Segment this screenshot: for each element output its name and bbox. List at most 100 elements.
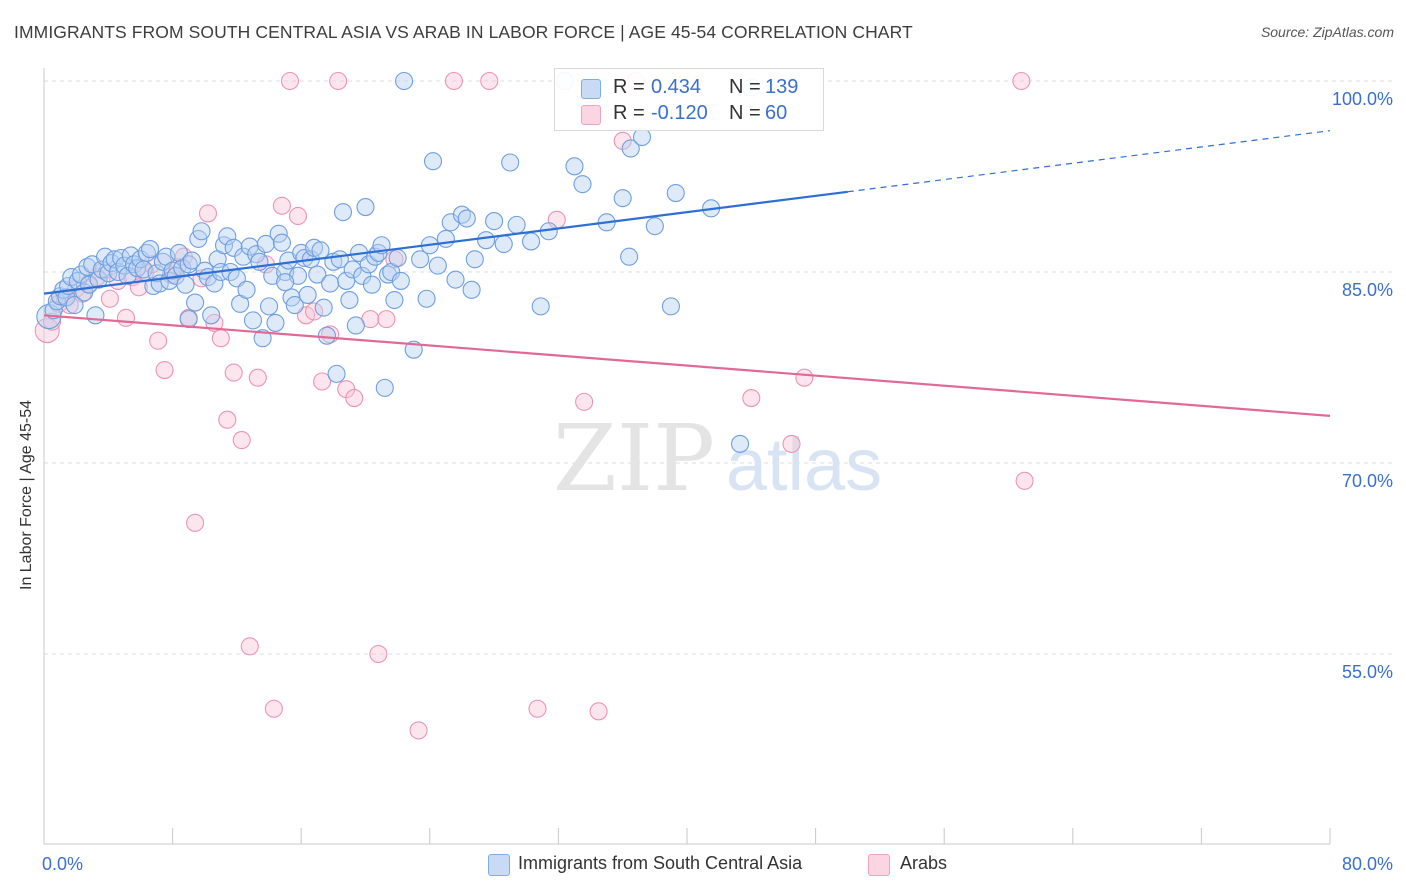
trend-line-immigrants (43, 190, 848, 295)
legend-n-label: N = (729, 102, 761, 124)
trend-line-immigrants-extension (847, 130, 1331, 193)
data-point (632, 127, 652, 147)
data-point (457, 209, 476, 228)
watermark-atlas: atlas (726, 423, 882, 506)
data-point (272, 233, 291, 252)
data-point (86, 306, 105, 325)
data-point (730, 434, 750, 453)
data-point (116, 308, 136, 327)
data-point (391, 271, 410, 290)
data-point (346, 316, 365, 335)
data-point (485, 212, 504, 231)
legend-swatch-pink (868, 854, 890, 876)
data-point (149, 331, 168, 350)
data-point (198, 204, 218, 223)
legend-label: Immigrants from South Central Asia (518, 853, 803, 873)
data-point (237, 280, 256, 299)
legend-swatch-pink (581, 105, 601, 125)
data-point (385, 290, 404, 310)
data-point (522, 232, 541, 251)
data-point (266, 313, 285, 332)
data-point (186, 513, 205, 532)
data-point (613, 189, 632, 208)
data-point (340, 290, 359, 310)
data-point (565, 157, 584, 176)
data-point (182, 251, 201, 270)
data-point (305, 302, 324, 321)
data-point (620, 247, 639, 266)
data-point (313, 372, 332, 391)
data-point (298, 285, 317, 304)
data-point (100, 289, 119, 308)
data-point (531, 297, 550, 316)
tick-labels: 100.0% 85.0% 70.0% 55.0% 0.0% 80.0% (42, 89, 1393, 874)
data-point (141, 240, 160, 259)
data-point (337, 271, 356, 290)
data-point (118, 266, 137, 285)
data-point (573, 175, 592, 194)
watermark: ZIP atlas (553, 405, 882, 512)
data-point (661, 297, 680, 316)
source-label: Source: ZipAtlas.com (1260, 24, 1394, 40)
legend-r-value: 0.434 (651, 76, 702, 98)
data-point (494, 234, 513, 254)
watermark-zip: ZIP (553, 405, 715, 512)
data-point (411, 250, 430, 269)
legend-swatch-blue (581, 79, 601, 99)
data-point (329, 71, 348, 91)
axes (43, 68, 1331, 845)
data-point (264, 699, 283, 718)
data-point (243, 311, 263, 330)
data-point (742, 389, 761, 408)
y-tick-label: 70.0% (1342, 471, 1393, 491)
legend-swatch-blue (488, 854, 510, 876)
data-point (327, 364, 346, 383)
correlation-legend: R = 0.434 N = 139 R = -0.120 N = 60 (554, 68, 824, 131)
data-point (507, 215, 526, 234)
data-point (65, 296, 84, 315)
data-point (256, 234, 275, 254)
data-point (465, 250, 484, 269)
data-point (321, 274, 340, 293)
data-point (218, 410, 237, 429)
legend-n-value: 60 (765, 102, 788, 124)
data-point (259, 297, 279, 316)
data-point (575, 392, 594, 411)
data-point (666, 184, 685, 203)
data-point (377, 310, 396, 329)
data-point (345, 389, 364, 408)
chart-title: IMMIGRANTS FROM SOUTH CENTRAL ASIA VS AR… (14, 22, 913, 42)
data-point (218, 227, 237, 246)
y-tick-label: 85.0% (1342, 280, 1393, 300)
data-point (589, 702, 608, 721)
data-point (232, 431, 251, 450)
data-point (375, 378, 394, 397)
data-point (317, 326, 336, 345)
data-point (155, 360, 174, 380)
legend-r-label: R = (613, 102, 645, 124)
data-point (89, 270, 108, 289)
x-tick-label-max: 80.0% (1342, 854, 1393, 874)
data-point (423, 152, 443, 171)
data-point (528, 699, 547, 718)
data-point (343, 260, 362, 279)
data-point (795, 368, 814, 387)
data-point (621, 139, 640, 158)
data-point (308, 265, 327, 284)
data-point (192, 222, 211, 241)
data-point (477, 231, 496, 250)
data-point (211, 329, 230, 348)
data-point (253, 329, 272, 348)
trend-lines (43, 130, 1331, 417)
data-point (288, 206, 308, 226)
x-tick-label-min: 0.0% (42, 854, 83, 874)
data-point (369, 644, 388, 664)
data-point (314, 298, 333, 317)
data-point (205, 274, 224, 293)
legend-n-value: 139 (765, 76, 799, 98)
data-point (417, 289, 436, 308)
series-legend: Immigrants from South Central Asia Arabs (0, 852, 1406, 878)
data-point (186, 293, 205, 312)
data-point (1015, 471, 1034, 490)
